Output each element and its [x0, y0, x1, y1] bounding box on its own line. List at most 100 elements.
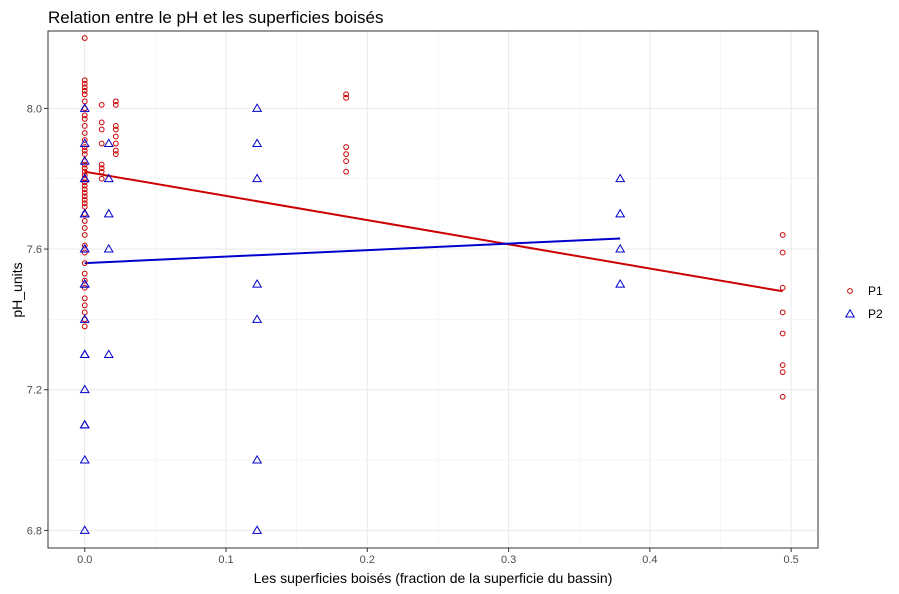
p1-point	[81, 242, 88, 249]
p1-point	[81, 130, 88, 136]
p1-point	[112, 101, 119, 108]
p1-point	[81, 161, 88, 168]
p1-point	[112, 98, 119, 105]
p1-point	[81, 189, 88, 196]
x-tick-label: 0.0	[77, 554, 92, 566]
p1-point	[81, 123, 88, 129]
legend-item-p1: P1	[847, 284, 883, 298]
p1-point	[81, 249, 88, 256]
x-axis: 0.0 0.1 0.2 0.3 0.4 0.5	[77, 548, 799, 566]
p2-point	[252, 525, 263, 534]
p2-point	[252, 314, 263, 323]
p1-point	[81, 137, 88, 143]
y-axis-title: pH_units	[9, 262, 25, 317]
p1-point	[779, 232, 786, 238]
x-axis-title: Les superficies boisés (fraction de la s…	[254, 570, 613, 586]
x-tick-label: 0.1	[218, 554, 233, 566]
p2-point	[615, 208, 626, 218]
y-tick-label: 7.6	[27, 244, 42, 256]
p2-point	[79, 349, 90, 359]
p2-point	[103, 243, 114, 253]
p2-point	[103, 349, 114, 359]
p1-point	[112, 133, 119, 140]
p1-point	[81, 323, 88, 330]
p1-point	[98, 168, 105, 175]
p1-point	[81, 260, 88, 267]
p1-point	[81, 200, 88, 207]
p1-point	[81, 179, 88, 186]
p2-point	[252, 103, 263, 112]
p1-point	[81, 277, 88, 284]
p1-point	[81, 35, 88, 41]
p1-point	[81, 147, 88, 154]
p2-point	[103, 138, 114, 147]
x-tick-label: 0.4	[642, 554, 657, 566]
p1-point	[81, 144, 88, 150]
p1-point	[343, 168, 350, 175]
major-gridlines	[48, 31, 818, 548]
p2-point	[79, 155, 90, 165]
p1-point	[112, 140, 119, 147]
p2-point	[79, 243, 90, 253]
p1-point	[779, 362, 786, 369]
p2-point	[79, 208, 90, 218]
p1-point	[98, 101, 105, 108]
p1-point	[81, 295, 88, 302]
p1-point	[81, 182, 88, 189]
p2-point	[252, 279, 263, 288]
p1-point	[779, 369, 786, 376]
p2-point	[252, 173, 263, 183]
p2-point	[79, 384, 90, 394]
p1-point	[81, 186, 88, 193]
p1-point	[98, 165, 105, 172]
p1-point	[779, 309, 786, 316]
p1-trend-line	[84, 170, 783, 293]
p2-point	[79, 138, 90, 147]
y-tick-label: 7.2	[27, 385, 42, 397]
p1-point	[81, 284, 88, 291]
trend-lines	[84, 170, 783, 293]
p2-point	[79, 525, 90, 534]
p1-point	[343, 91, 350, 98]
p1-point	[98, 119, 105, 126]
plot-panel	[48, 31, 818, 548]
p1-point	[779, 330, 786, 337]
x-tick-label: 0.2	[360, 554, 375, 566]
p1-point	[81, 270, 88, 277]
p2-point	[79, 419, 90, 429]
legend: P1 P2	[844, 284, 883, 321]
p2-point	[103, 208, 114, 218]
y-axis: 6.8 7.2 7.6 8.0	[27, 103, 48, 537]
data-points	[79, 35, 786, 534]
p1-point	[779, 249, 786, 256]
p1-point	[81, 77, 88, 84]
p2-series	[79, 103, 626, 534]
p1-point	[98, 161, 105, 168]
legend-item-p2: P2	[844, 307, 883, 321]
p2-point	[252, 454, 263, 464]
p1-point	[81, 91, 88, 98]
p1-point	[81, 196, 88, 203]
x-tick-label: 0.3	[501, 554, 516, 566]
p1-point	[81, 84, 88, 91]
p1-point	[81, 193, 88, 200]
y-tick-label: 8.0	[27, 103, 42, 115]
p2-point	[79, 103, 90, 112]
p1-point	[112, 147, 119, 154]
p2-point	[615, 173, 626, 183]
p1-point	[343, 94, 350, 101]
p1-point	[98, 140, 105, 147]
p2-point	[103, 173, 114, 183]
plot-area	[47, 30, 819, 549]
p1-point	[98, 175, 105, 182]
p2-point	[615, 279, 626, 288]
p2-point	[79, 454, 90, 464]
p1-point	[112, 151, 119, 157]
p1-point	[81, 172, 88, 179]
p2-trend-line	[84, 237, 621, 265]
p1-point	[112, 123, 119, 129]
p1-point	[81, 232, 88, 238]
p1-point	[81, 165, 88, 172]
chart-title: Relation entre le pH et les superficies …	[48, 8, 383, 27]
